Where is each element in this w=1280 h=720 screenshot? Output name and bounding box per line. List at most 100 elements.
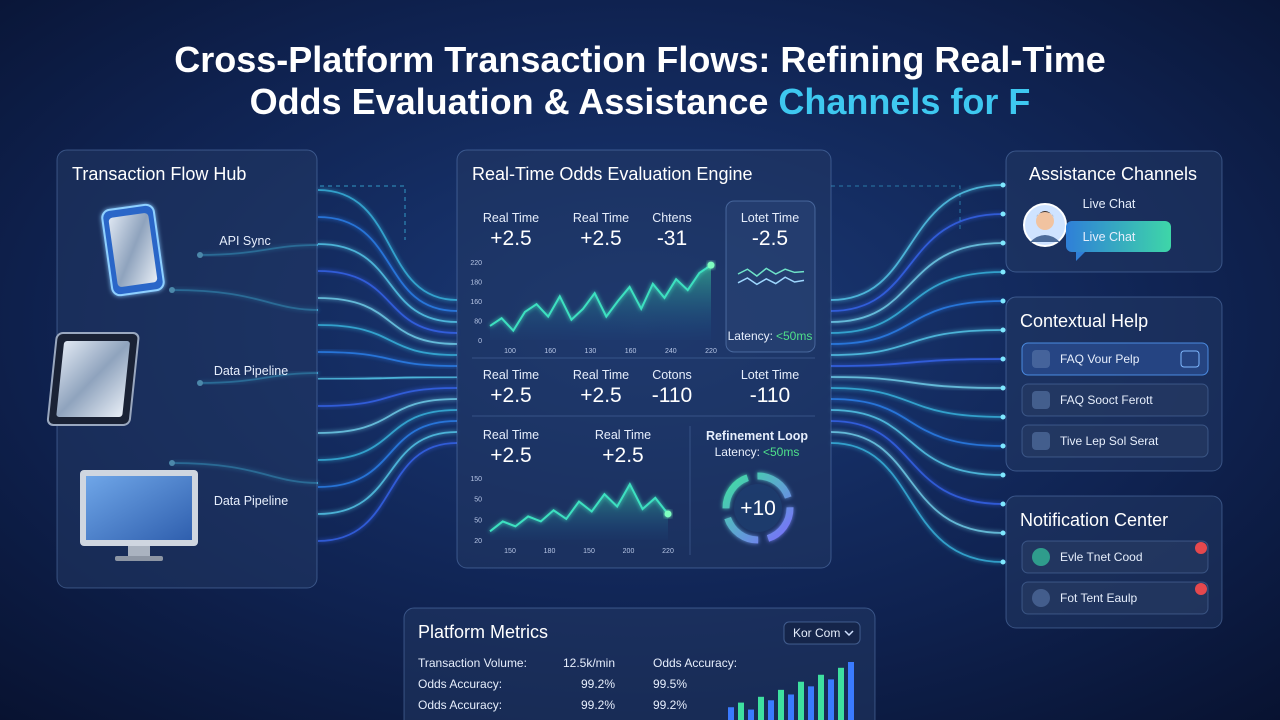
- loop-ring: [722, 472, 794, 544]
- metric-label: Real Time: [573, 211, 629, 225]
- flow-end: [1000, 414, 1006, 420]
- avatar-face: [1036, 212, 1054, 230]
- y-label: 50: [474, 517, 482, 524]
- latency-label: Latency:: [728, 329, 773, 343]
- flow-line: [830, 213, 1004, 312]
- x-label: 160: [544, 348, 556, 355]
- x-label: 220: [662, 548, 674, 555]
- metric-label: Real Time: [573, 368, 629, 382]
- flow-line: [830, 329, 1004, 356]
- y-label: 160: [470, 299, 482, 306]
- live-chat-button[interactable]: [1066, 221, 1171, 252]
- flow-line: [317, 216, 458, 312]
- x-label: 130: [585, 348, 597, 355]
- loop-core: [734, 484, 782, 532]
- help-item[interactable]: [1021, 383, 1209, 417]
- help-label[interactable]: FAQ Sooct Ferott: [1060, 393, 1153, 407]
- notification-label[interactable]: Fot Tent Eaulp: [1060, 591, 1137, 605]
- metric-label: Cotons: [652, 368, 692, 382]
- flow-line: [830, 409, 1004, 476]
- sparkline: [737, 276, 805, 286]
- flow-end: [1000, 182, 1006, 188]
- help-label[interactable]: FAQ Vour Pelp: [1060, 352, 1140, 366]
- bar: [758, 696, 764, 720]
- flow-line: [317, 376, 458, 380]
- flow-line: [830, 300, 1004, 345]
- agent-label: Live Chat: [1083, 197, 1136, 211]
- help-item[interactable]: [1021, 424, 1209, 458]
- line: [489, 264, 712, 333]
- flow-line: [317, 270, 458, 334]
- flow-end: [1000, 298, 1006, 304]
- engine-content: Real Time +2.5 Real Time +2.5 Chtens -31 Real …: [470, 211, 812, 555]
- metric-value: -2.5: [752, 227, 788, 250]
- dropdown-label[interactable]: Kor Com: [793, 626, 840, 640]
- x-label: 240: [665, 348, 677, 355]
- panel-title: Real-Time Odds Evaluation Engine: [472, 164, 752, 184]
- flow-end: [1000, 356, 1006, 362]
- help-label[interactable]: Tive Lep Sol Serat: [1060, 434, 1159, 448]
- area: [490, 484, 668, 540]
- flow-line: [317, 297, 458, 345]
- end-point: [707, 261, 715, 269]
- line: [489, 482, 669, 533]
- help-icon: [1032, 350, 1050, 368]
- panel-title: Assistance Channels: [1029, 164, 1197, 184]
- notification-icon: [1032, 548, 1050, 566]
- monitor-icon: [80, 470, 198, 561]
- flow-line: [317, 398, 458, 434]
- metric-value: +2.5: [580, 384, 621, 407]
- dropdown[interactable]: [783, 621, 861, 645]
- x-label: 220: [705, 348, 717, 355]
- notification-item[interactable]: [1021, 540, 1209, 574]
- bar: [848, 662, 854, 720]
- flow-line: [830, 442, 1004, 563]
- y-label: 180: [470, 280, 482, 287]
- button-label[interactable]: Live Chat: [1083, 230, 1136, 244]
- flow-end: [1000, 443, 1006, 449]
- flow-line: [830, 431, 1004, 534]
- flow-line: [317, 189, 458, 301]
- monitor-neck: [128, 546, 150, 556]
- metric-value: +2.5: [602, 444, 643, 467]
- flow-end: [1000, 240, 1006, 246]
- help-icon: [1032, 432, 1050, 450]
- flow-end: [1000, 211, 1006, 217]
- avatar-shirt: [1030, 235, 1060, 242]
- flow-label: API Sync: [219, 234, 270, 248]
- metric-label: Real Time: [595, 428, 651, 442]
- metric-value: +2.5: [580, 227, 621, 250]
- notification-item[interactable]: [1021, 581, 1209, 615]
- notification-badge: [1195, 583, 1207, 595]
- bar: [838, 667, 844, 720]
- metric-value: -31: [657, 227, 687, 250]
- flow-line: [830, 420, 1004, 505]
- area: [490, 265, 711, 340]
- notification-icon: [1032, 589, 1050, 607]
- notification-label[interactable]: Evle Tnet Cood: [1060, 550, 1143, 564]
- monitor-screen: [86, 476, 192, 540]
- latency-label: Latency:: [715, 445, 760, 459]
- notification-items: Evle Tnet Cood Fot Tent Eaulp: [1021, 540, 1209, 615]
- bar: [748, 709, 754, 720]
- flow-line: [317, 420, 458, 488]
- metric-label: Real Time: [483, 368, 539, 382]
- metric-label: Real Time: [483, 428, 539, 442]
- metric-value: -110: [652, 384, 692, 407]
- flow-label: Data Pipeline: [214, 364, 288, 378]
- x-label: 180: [544, 548, 556, 555]
- metric-value: +2.5: [490, 227, 531, 250]
- metrics-content: Transaction Volume: 12.5k/min Odds Accurac…: [418, 656, 854, 720]
- bar: [778, 689, 784, 720]
- help-item[interactable]: [1021, 342, 1209, 376]
- flow-line: [830, 184, 1004, 301]
- help-items: FAQ Vour Pelp FAQ Sooct Ferott Tive Lep So…: [1021, 342, 1209, 458]
- flow-end: [1000, 269, 1006, 275]
- refinement-title: Refinement Loop: [706, 429, 808, 443]
- flow-line: [317, 442, 458, 542]
- flow-end: [1000, 472, 1006, 478]
- phone-icon: [101, 203, 165, 297]
